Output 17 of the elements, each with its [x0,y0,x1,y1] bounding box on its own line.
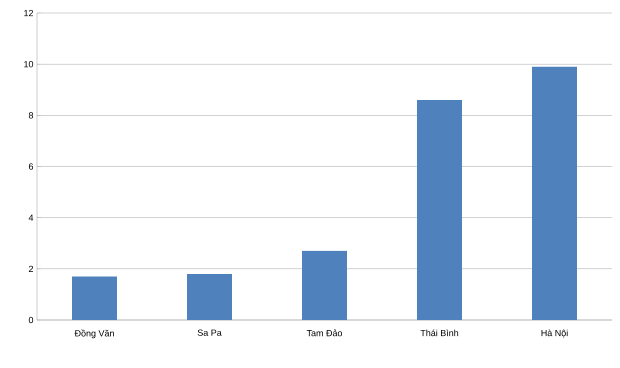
x-tick-label: Tam Đảo [306,330,342,336]
bar [187,274,232,320]
bar [302,250,348,320]
y-tick-label: 2 [28,266,34,272]
bar [532,66,578,320]
y-tick-label: 4 [28,214,34,221]
x-tick-label: Đồng Văn [74,330,114,338]
y-tick-label: 12 [24,10,34,16]
y-tick-label: 8 [28,112,34,119]
x-tick-label: Sa Pa [198,330,222,336]
bar [417,100,462,320]
y-tick-label: 6 [28,163,34,170]
y-tick-label: 0 [28,316,34,324]
y-tick-label: 10 [24,60,34,68]
x-tick-label: Thái Bình [420,330,458,336]
x-tick-label: Hà Nội [542,330,568,338]
bar [72,276,118,320]
